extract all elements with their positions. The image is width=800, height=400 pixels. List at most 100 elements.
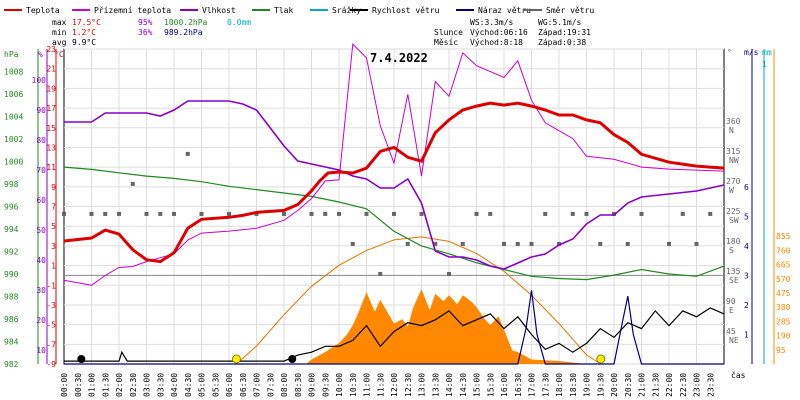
time-tick-label: 14:30: [459, 373, 468, 397]
sun-set: Západ:19:31: [538, 28, 591, 37]
direction-tick-label: 225: [726, 207, 741, 216]
stat-value: 1.2°C: [72, 28, 96, 37]
solar-tick-label: 665: [776, 261, 791, 270]
wind-tick-label: 2: [744, 301, 749, 310]
wind-speed-stat: WS:3.3m/s: [470, 18, 514, 27]
time-tick-label: 22:00: [665, 373, 674, 397]
wind-direction-point: [62, 211, 66, 216]
time-tick-label: 19:30: [596, 373, 605, 397]
wind-unit: m/s: [744, 48, 759, 57]
chart-date: 7.4.2022: [370, 51, 428, 65]
temperature-tick-label: 7: [51, 203, 56, 212]
time-tick-label: 17:30: [541, 373, 550, 397]
pressure-tick-label: 1002: [4, 135, 23, 144]
wind-direction-point: [117, 211, 121, 216]
temperature-tick-label: 9: [51, 183, 56, 192]
sun-label: Slunce: [434, 28, 463, 37]
time-tick-label: 21:00: [638, 373, 647, 397]
wind-tick-label: 4: [744, 242, 749, 251]
stat-value: 9.9°C: [72, 38, 96, 47]
temperature-tick-label: 17: [46, 104, 56, 113]
wind-direction-point: [529, 241, 534, 246]
stat-value: 36%: [138, 28, 153, 37]
legend-label: Náraz větru: [478, 6, 531, 15]
direction-tick-label: 45: [726, 327, 736, 336]
solar-tick-label: 760: [776, 246, 791, 255]
wind-direction-point: [185, 151, 190, 156]
solar-tick-label: 855: [776, 232, 791, 241]
pressure-tick-label: 1004: [4, 113, 23, 122]
direction-tick-label: E: [729, 306, 734, 315]
wind-speed-line: [64, 307, 725, 362]
temperature-tick-label: 11: [46, 163, 56, 172]
wind-direction-point: [130, 181, 135, 186]
direction-tick-label: 315: [726, 147, 741, 156]
time-tick-label: 01:00: [88, 373, 97, 397]
wind-direction-point: [639, 211, 644, 216]
wind-tick-label: 6: [744, 183, 749, 192]
solar-radiation-area: [64, 289, 724, 364]
humidity-tick-label: 30: [36, 286, 46, 295]
temperature-tick-label: -9: [46, 360, 56, 369]
time-tick-label: 15:00: [473, 373, 482, 397]
pressure-tick-label: 1008: [4, 68, 23, 77]
wind-direction-point: [405, 241, 410, 246]
humidity-tick-label: 50: [36, 226, 46, 235]
stat-value: 989.2hPa: [164, 28, 203, 37]
pressure-tick-label: 988: [4, 293, 19, 302]
stat-value: min: [52, 28, 67, 37]
moon-rise: Východ:8:18: [470, 38, 523, 47]
rain-axis-max: 1: [762, 60, 767, 69]
time-tick-label: 06:00: [225, 373, 234, 397]
humidity-unit: %: [38, 50, 43, 59]
wind-direction-point: [378, 271, 383, 276]
rain-unit: mm: [762, 48, 772, 57]
wind-direction-point: [460, 241, 465, 246]
time-tick-label: 22:30: [679, 373, 688, 397]
wind-gust-stat: WG:5.1m/s: [538, 18, 582, 27]
wind-direction-point: [103, 211, 108, 216]
direction-unit: °: [727, 48, 732, 57]
wind-direction-point: [89, 211, 94, 216]
stat-value: 0.0mm: [227, 18, 251, 27]
sun-marker: [596, 354, 606, 364]
wind-direction-point: [337, 211, 341, 216]
time-tick-label: 18:30: [569, 373, 578, 397]
wind-direction-point: [419, 211, 424, 216]
time-tick-label: 20:30: [624, 373, 633, 397]
moon-set: Západ:0:38: [538, 38, 586, 47]
pressure-tick-label: 992: [4, 248, 19, 257]
time-tick-label: 09:30: [321, 373, 330, 397]
stat-value: 1000.2hPa: [164, 18, 208, 27]
time-tick-label: 10:00: [335, 373, 344, 397]
time-tick-label: 23:00: [693, 373, 702, 397]
temperature-tick-label: 5: [51, 222, 56, 231]
time-tick-label: 11:30: [376, 373, 385, 397]
solar-tick-label: 380: [776, 303, 791, 312]
direction-tick-label: NW: [729, 156, 739, 165]
time-tick-label: 13:00: [418, 373, 427, 397]
wind-direction-point: [227, 211, 231, 216]
wind-direction-point: [543, 211, 548, 216]
pressure-tick-label: 982: [4, 360, 19, 369]
legend-label: Teplota: [26, 6, 60, 15]
stat-value: max: [52, 18, 67, 27]
time-tick-label: 13:30: [431, 373, 440, 397]
direction-tick-label: 270: [726, 177, 741, 186]
wind-tick-label: 5: [744, 213, 749, 222]
legend-label: Rychlost větru: [372, 6, 440, 15]
time-tick-label: 11:00: [363, 373, 372, 397]
stat-value: 95%: [138, 18, 153, 27]
time-tick-label: 00:00: [60, 373, 69, 397]
wind-direction-point: [570, 211, 575, 216]
time-tick-label: 03:00: [143, 373, 152, 397]
pressure-line: [63, 166, 725, 281]
wind-direction-point: [584, 211, 589, 216]
solar-tick-label: 190: [776, 332, 791, 341]
time-tick-label: 10:30: [349, 373, 358, 397]
wind-direction-point: [364, 211, 369, 216]
time-tick-label: 21:30: [651, 373, 660, 397]
temperature-tick-label: -7: [46, 340, 56, 349]
pressure-tick-label: 1000: [4, 158, 23, 167]
wind-direction-point: [694, 241, 699, 246]
